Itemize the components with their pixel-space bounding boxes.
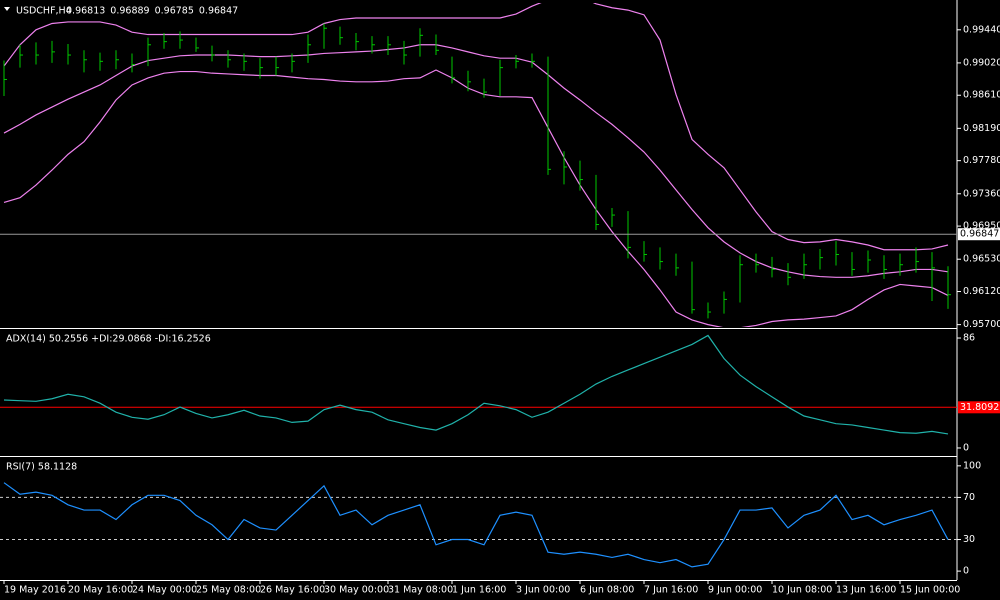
- y-tick-label: 100: [963, 460, 981, 471]
- quote-value: 0.96813: [66, 6, 105, 17]
- y-tick-label: 0.99440: [963, 24, 1000, 35]
- x-tick-label: 3 Jun 00:00: [516, 585, 570, 596]
- quote-value: 0.96889: [110, 6, 149, 17]
- indicator-line: [3, 3, 949, 251]
- y-tick-label: 70: [963, 492, 975, 503]
- x-tick-label: 6 Jun 08:00: [580, 585, 634, 596]
- indicator-line: [3, 44, 949, 278]
- panel-title: RSI(7) 58.1128: [6, 462, 77, 473]
- indicator-line: [3, 482, 949, 568]
- x-tick-label: 13 Jun 16:00: [836, 585, 896, 596]
- x-tick-label: 10 Jun 08:00: [772, 585, 832, 596]
- quote-value: 0.96847: [199, 6, 238, 17]
- y-tick-label: 0: [963, 442, 969, 453]
- current-price-box: [958, 228, 1000, 241]
- x-tick-label: 7 Jun 16:00: [644, 585, 698, 596]
- level-label: 31.8092: [960, 402, 999, 413]
- y-tick-label: 0.96120: [963, 286, 1000, 297]
- x-tick-label: 9 Jun 00:00: [708, 585, 762, 596]
- y-tick-label: 0.96950: [963, 221, 1000, 232]
- y-tick-label: 0.95700: [963, 319, 1000, 330]
- quote-value: 0.96785: [155, 6, 194, 17]
- panel-plot: [0, 334, 957, 435]
- y-tick-label: 0.97780: [963, 155, 1000, 166]
- y-tick-label: 30: [963, 534, 975, 545]
- panel-plot: [0, 482, 957, 568]
- y-tick-label: 86: [963, 333, 975, 344]
- y-tick-label: 0.97360: [963, 188, 1000, 199]
- x-tick-label: 15 Jun 00:00: [900, 585, 960, 596]
- x-tick-label: 20 May 16:00: [68, 585, 133, 596]
- x-tick-label: 31 May 08:00: [388, 585, 453, 596]
- y-tick-label: 0: [963, 566, 969, 577]
- y-tick-label: 0.96530: [963, 254, 1000, 265]
- x-tick-label: 1 Jun 16:00: [452, 585, 506, 596]
- x-tick-label: 30 May 00:00: [324, 585, 389, 596]
- x-tick-label: 25 May 08:00: [196, 585, 261, 596]
- y-tick-label: 0.98610: [963, 90, 1000, 101]
- indicator-line: [3, 334, 949, 435]
- current-price-label: 0.96847: [960, 229, 999, 240]
- indicator-line: [3, 69, 949, 327]
- menu-arrow[interactable]: [4, 7, 10, 11]
- level-box: [958, 401, 1000, 414]
- panel-plot: [3, 3, 951, 327]
- x-tick-label: 26 May 16:00: [260, 585, 325, 596]
- y-tick-label: 0.98190: [963, 123, 1000, 134]
- x-tick-label: 19 May 2016: [4, 585, 66, 596]
- panel-title: USDCHF,H4: [16, 6, 72, 17]
- panel-title: ADX(14) 50.2556 +DI:29.0868 -DI:16.2526: [6, 334, 211, 345]
- x-tick-label: 24 May 00:00: [132, 585, 197, 596]
- y-tick-label: 0.99020: [963, 57, 1000, 68]
